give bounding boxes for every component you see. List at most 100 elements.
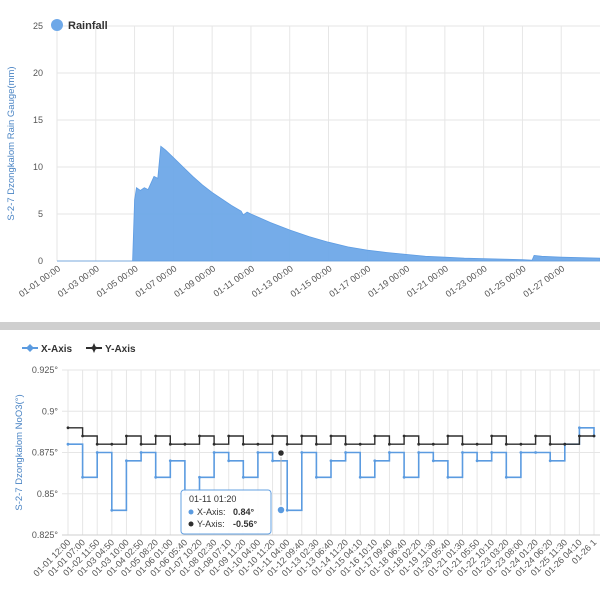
tilt-series-x-axis[interactable] (68, 427, 595, 512)
tilt-series-y-axis-point[interactable] (227, 434, 231, 438)
tilt-series-x-axis-point[interactable] (548, 459, 552, 463)
tilt-series-y-axis-point[interactable] (417, 442, 421, 446)
tilt-series-y-axis-point[interactable] (461, 442, 464, 446)
rainfall-legend-label[interactable]: Rainfall (68, 20, 108, 32)
tilt-y-ticks: 0.825° 0.85° 0.875° 0.9° 0.925° (32, 365, 59, 540)
tilt-series-x-axis-point[interactable] (212, 451, 216, 454)
tilt-series-y-axis-point[interactable] (125, 434, 128, 438)
tilt-series-y-axis-point[interactable] (110, 442, 114, 446)
tilt-series-y-axis-point[interactable] (168, 442, 172, 446)
tilt-series-y-axis-point[interactable] (475, 442, 479, 446)
tilt-series-y-axis-point[interactable] (212, 442, 216, 446)
tilt-series-y-axis-point[interactable] (329, 434, 333, 438)
tilt-series-y-axis-point[interactable] (563, 442, 567, 446)
tilt-series-x-axis-point[interactable] (461, 451, 464, 454)
panel-divider (0, 322, 600, 330)
hover-point-y[interactable] (276, 448, 286, 458)
tilt-series-y-axis-point[interactable] (402, 434, 406, 438)
tilt-series-x-axis-point[interactable] (534, 451, 537, 454)
tilt-series-x-axis-point[interactable] (66, 442, 70, 446)
y-axis-legend-label[interactable]: Y-Axis (105, 344, 136, 355)
tilt-series-x-axis-point[interactable] (81, 475, 84, 479)
tilt-series-x-axis-point[interactable] (271, 459, 274, 463)
x-axis-legend-label[interactable]: X-Axis (41, 344, 73, 355)
tilt-y-tick-label: 0.875° (32, 448, 59, 458)
tilt-chart-panel: 0.825° 0.85° 0.875° 0.9° 0.925° 01-01 12:00 0… (0, 330, 600, 600)
tilt-series-y-axis-point[interactable] (534, 434, 537, 438)
tilt-series-x-axis-point[interactable] (358, 475, 362, 479)
tilt-series-x-axis-point[interactable] (300, 451, 304, 454)
tilt-series-y-axis-point[interactable] (81, 434, 84, 438)
tilt-series-x-axis-point[interactable] (329, 459, 333, 463)
tilt-series-x-axis-point[interactable] (344, 451, 347, 454)
tilt-series-x-axis-point[interactable] (154, 475, 158, 479)
tooltip-box (180, 489, 272, 535)
tilt-series-y-axis-point[interactable] (504, 442, 508, 446)
tilt-series-y-axis-point[interactable] (66, 426, 70, 430)
tilt-series-y-axis-point[interactable] (241, 442, 245, 446)
tilt-chart: 0.825° 0.85° 0.875° 0.9° 0.925° 01-01 12:000… (14, 343, 600, 578)
rainfall-area[interactable] (57, 145, 600, 262)
tilt-series-x-axis-point[interactable] (198, 475, 201, 479)
tilt-series-y-axis-point[interactable] (388, 442, 391, 446)
tilt-series-x-axis-point[interactable] (285, 508, 289, 512)
tilt-series-y-axis-point[interactable] (431, 442, 435, 446)
tilt-series (66, 426, 596, 512)
tilt-series-y-axis[interactable] (68, 427, 594, 445)
tilt-series-y-axis-point[interactable] (358, 442, 362, 446)
tilt-series-y-axis-point[interactable] (519, 442, 523, 446)
tilt-series-x-axis-point[interactable] (475, 459, 479, 463)
tilt-series-x-axis-point[interactable] (417, 451, 421, 454)
tooltip-y-value: -0.56° (233, 519, 258, 529)
tilt-series-y-axis-point[interactable] (183, 442, 187, 446)
rainfall-x-tick-label: 01-27 00:00 (521, 263, 566, 299)
tilt-series-x-axis-point[interactable] (490, 451, 494, 454)
tilt-series-x-axis-point[interactable] (227, 459, 231, 463)
tilt-series-x-axis-point[interactable] (431, 459, 435, 463)
rainfall-legend[interactable]: Rainfall (51, 19, 108, 32)
tilt-series-x-axis-point[interactable] (388, 451, 391, 454)
tilt-series-x-axis-point[interactable] (110, 508, 114, 512)
tilt-series-y-axis-point[interactable] (300, 434, 304, 438)
tilt-series-y-axis-point[interactable] (315, 442, 318, 446)
tilt-series-y-axis-point[interactable] (139, 442, 143, 446)
tooltip-y-marker-icon (188, 521, 194, 527)
tilt-series-y-axis-point[interactable] (446, 434, 450, 438)
tilt-series-x-axis-point[interactable] (256, 451, 260, 454)
tilt-series-y-axis-point[interactable] (256, 442, 260, 446)
rainfall-x-tick-label: 01-01 00:00 (17, 263, 62, 299)
legend-item-x-axis[interactable]: X-Axis (22, 344, 73, 355)
tilt-series-x-axis-point[interactable] (446, 475, 450, 479)
tilt-series-y-axis-point[interactable] (373, 434, 377, 438)
tilt-series-y-axis-point[interactable] (95, 442, 99, 446)
tilt-series-y-axis-point[interactable] (154, 434, 158, 438)
tilt-series-x-axis-point[interactable] (95, 451, 99, 454)
tilt-series-y-axis-point[interactable] (548, 442, 552, 446)
tilt-series-x-axis-point[interactable] (504, 475, 508, 479)
tilt-series-x-axis-point[interactable] (402, 475, 406, 479)
rainfall-y-ticks: 0 5 10 15 20 25 (33, 21, 43, 266)
tilt-series-y-axis-point[interactable] (344, 442, 347, 446)
hover-point-x[interactable] (276, 505, 286, 515)
tilt-series-y-axis-point[interactable] (490, 434, 494, 438)
tilt-series-y-axis-point[interactable] (198, 434, 201, 438)
tilt-legend: X-Axis Y-Axis (22, 343, 136, 355)
tilt-series-y-axis-point[interactable] (285, 442, 289, 446)
tilt-series-x-axis-point[interactable] (519, 451, 523, 454)
tilt-series-y-axis-point[interactable] (271, 434, 274, 438)
legend-item-y-axis[interactable]: Y-Axis (86, 343, 136, 355)
tilt-series-x-axis-point[interactable] (241, 475, 245, 479)
tilt-series-y-axis-point[interactable] (592, 434, 596, 438)
rainfall-y-tick-label: 20 (33, 68, 43, 78)
tilt-series-x-axis-point[interactable] (578, 426, 581, 430)
tilt-series-x-axis-point[interactable] (139, 451, 143, 454)
tilt-series-x-axis-point[interactable] (125, 459, 128, 463)
tilt-series-x-axis-point[interactable] (373, 459, 377, 463)
rainfall-x-tick-label: 01-05 00:00 (95, 263, 140, 299)
tilt-series-x-axis-point[interactable] (168, 459, 172, 463)
rainfall-x-tick-label: 01-23 00:00 (444, 263, 489, 299)
tilt-series-x-axis-point[interactable] (315, 475, 318, 479)
tilt-series-y-axis-point[interactable] (578, 434, 581, 438)
tilt-y-tick-label: 0.9° (42, 406, 59, 416)
